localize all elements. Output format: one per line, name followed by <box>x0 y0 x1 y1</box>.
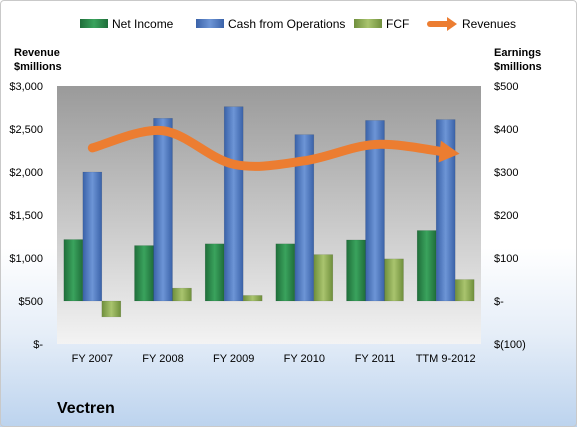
right-tick-label: $400 <box>494 124 518 136</box>
bar-cash-from-operations <box>435 119 456 302</box>
right-tick-label: $(100) <box>494 339 526 351</box>
bar-fcf <box>384 258 404 302</box>
category-label: FY 2010 <box>284 353 325 365</box>
bar-cash-from-operations <box>365 120 385 302</box>
company-title: Vectren <box>57 400 115 417</box>
left-tick-label: $- <box>33 339 43 351</box>
bar-net-income <box>275 243 296 302</box>
revenue-arrow-head <box>438 140 460 163</box>
right-tick-label: $- <box>494 296 504 308</box>
legend-swatch <box>196 19 224 28</box>
category-labels: FY 2007 FY 2008 FY 2009 FY 2010 FY 2011 TTM 9… <box>72 353 476 365</box>
bar-fcf <box>101 300 122 318</box>
legend-label: Cash from Operations <box>228 17 345 31</box>
revenue-line <box>87 125 460 171</box>
legend-swatch <box>80 19 108 28</box>
category-label: FY 2011 <box>355 353 396 365</box>
left-axis-title-line2: $millions <box>14 61 62 73</box>
left-axis-title-line1: Revenue <box>14 47 60 59</box>
bar-net-income <box>63 239 84 302</box>
left-tick-label: $1,500 <box>9 210 43 222</box>
right-tick-label: $200 <box>494 210 518 222</box>
left-tick-label: $2,500 <box>9 124 43 136</box>
bar-cash-from-operations <box>294 134 315 302</box>
right-axis-title-line2: $millions <box>494 61 542 73</box>
category-label: FY 2009 <box>213 353 254 365</box>
bar-fcf <box>172 287 192 302</box>
left-tick-label: $3,000 <box>9 81 43 93</box>
category-label: FY 2008 <box>142 353 183 365</box>
right-tick-label: $300 <box>494 167 518 179</box>
plot-area <box>57 86 481 344</box>
right-axis-ticks: $(100) $- $100 $200 $300 $400 $500 <box>494 81 526 351</box>
bar-net-income <box>204 243 225 302</box>
legend-label: Revenues <box>462 17 516 31</box>
bar-net-income <box>416 230 437 302</box>
left-axis-title: Revenue $millions <box>14 47 62 73</box>
left-tick-label: $1,000 <box>9 253 43 265</box>
bar-cash-from-operations <box>223 106 244 302</box>
legend-label: Net Income <box>112 17 174 31</box>
bar-net-income <box>346 239 366 302</box>
bar-cash-from-operations <box>153 118 173 302</box>
legend-label: FCF <box>386 17 409 31</box>
legend: Net Income Cash from Operations FCF Revenue… <box>80 17 516 31</box>
bar-cash-from-operations <box>82 171 103 302</box>
right-tick-label: $500 <box>494 81 518 93</box>
right-axis-title: Earnings $millions <box>494 47 542 73</box>
revenue-line-path <box>87 125 451 171</box>
right-tick-label: $100 <box>494 253 518 265</box>
bar-fcf <box>242 295 263 302</box>
left-tick-label: $2,000 <box>9 167 43 179</box>
bar-fcf <box>313 254 334 302</box>
left-tick-label: $500 <box>19 296 43 308</box>
legend-swatch-arrow <box>447 17 457 31</box>
bar-net-income <box>134 245 154 302</box>
category-label: TTM 9-2012 <box>416 353 476 365</box>
right-axis-title-line1: Earnings <box>494 47 541 59</box>
bar-fcf <box>454 279 475 302</box>
bars <box>63 106 475 318</box>
left-axis-ticks: $- $500 $1,000 $1,500 $2,000 $2,500 $3,000 <box>9 81 43 351</box>
legend-swatch <box>354 19 382 28</box>
category-label: FY 2007 <box>72 353 113 365</box>
